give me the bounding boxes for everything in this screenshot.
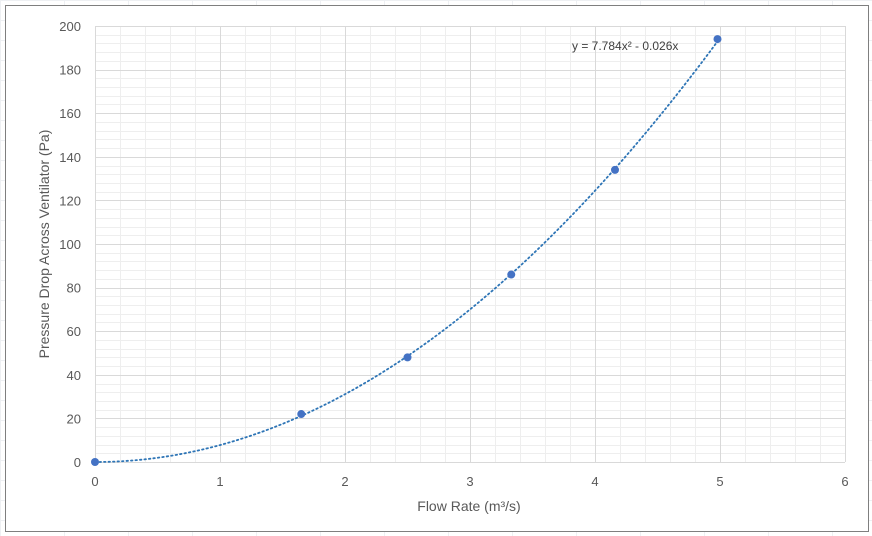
data-point (611, 165, 619, 174)
x-tick-label: 2 (341, 474, 348, 489)
data-points (91, 35, 722, 466)
y-tick-label: 60 (67, 324, 81, 339)
major-gridlines (95, 26, 846, 463)
x-tick-label: 4 (591, 474, 598, 489)
y-axis-ticks: 0 20 40 60 80 100 120 140 160 180 200 (59, 19, 81, 470)
y-tick-label: 0 (74, 455, 81, 470)
data-point (91, 458, 99, 466)
x-tick-label: 1 (216, 474, 223, 489)
y-tick-label: 180 (59, 63, 81, 78)
data-point (507, 270, 516, 279)
y-tick-label: 200 (59, 19, 81, 34)
data-point (713, 35, 722, 44)
data-point (297, 410, 306, 419)
y-tick-label: 160 (59, 106, 81, 121)
y-tick-label: 40 (67, 368, 81, 383)
data-point (403, 353, 412, 362)
y-tick-label: 80 (67, 281, 81, 296)
y-tick-label: 100 (59, 237, 81, 252)
x-tick-label: 5 (716, 474, 723, 489)
y-tick-label: 140 (59, 150, 81, 165)
chart-area (5, 5, 869, 532)
x-axis-label: Flow Rate (m³/s) (417, 498, 520, 514)
x-tick-label: 6 (841, 474, 848, 489)
y-tick-label: 20 (67, 411, 81, 426)
y-axis-label: Pressure Drop Across Ventilator (Pa) (36, 130, 52, 359)
x-tick-label: 3 (466, 474, 473, 489)
x-tick-label: 0 (91, 474, 98, 489)
x-axis-ticks: 0 1 2 3 4 5 6 (91, 474, 848, 489)
trendline-equation: y = 7.784x² - 0.026x (572, 39, 678, 53)
y-tick-label: 120 (59, 193, 81, 208)
